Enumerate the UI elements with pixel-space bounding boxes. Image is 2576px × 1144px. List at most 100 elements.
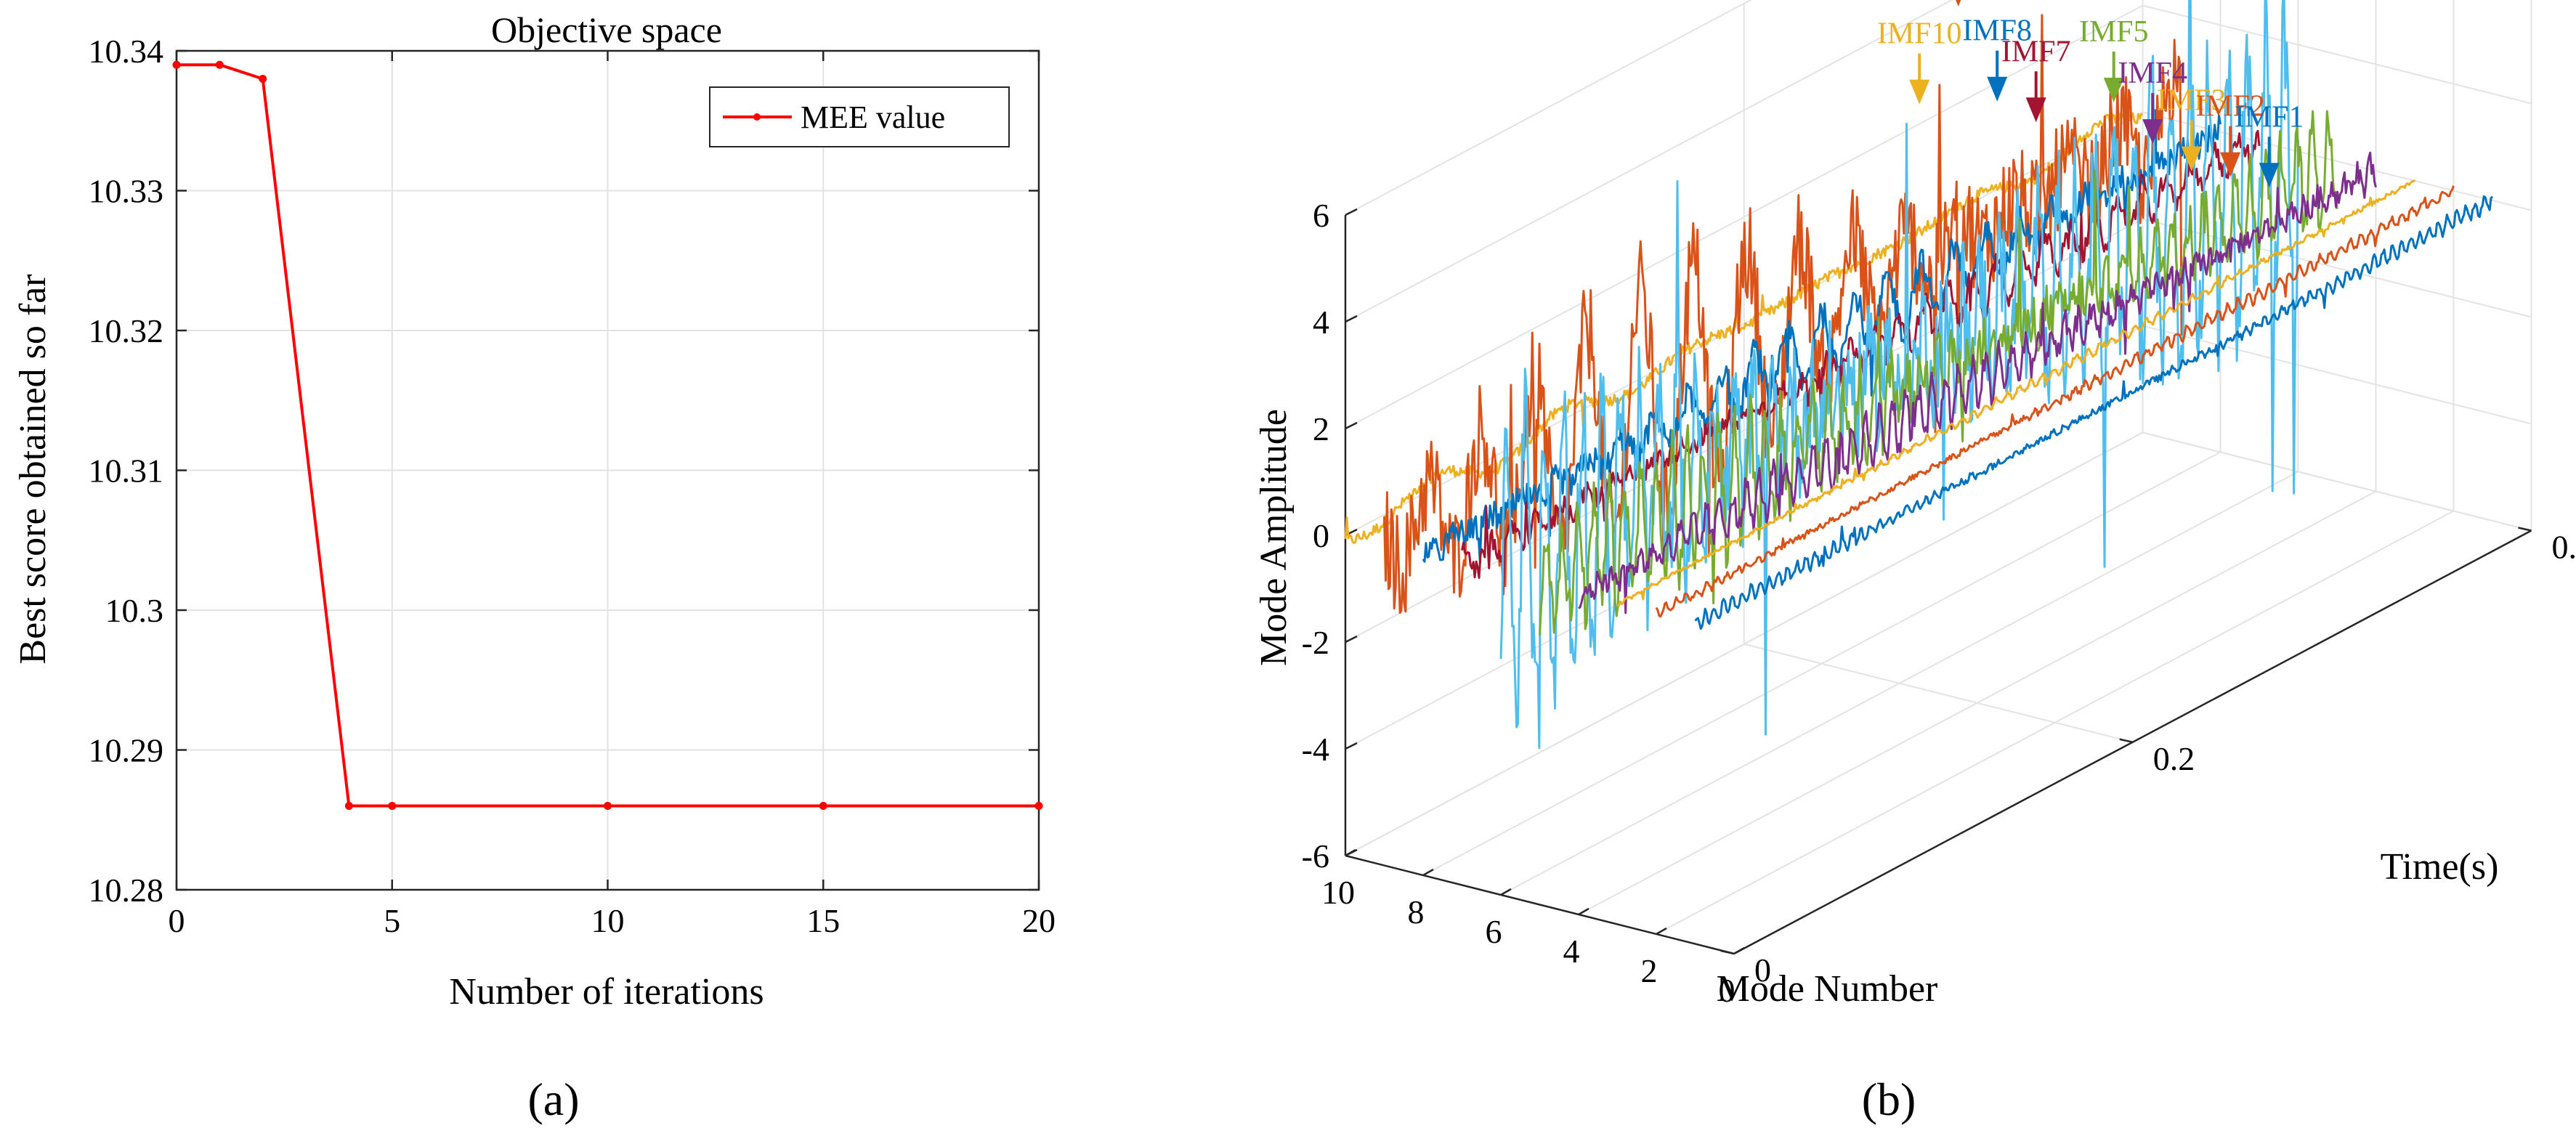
b-xtick-2 (1500, 888, 1512, 896)
b-series-line-imf6 (1499, 0, 2299, 750)
a-ytick-label-5: 10.33 (89, 173, 164, 210)
b-xtick-label-2: 6 (1486, 913, 1502, 950)
b-y-tick-labels: 0 0.2 0.4 (1754, 529, 2576, 989)
b-xtick-label-1: 8 (1408, 893, 1425, 930)
b-xtick-5 (1733, 946, 1745, 955)
a-series-layer (172, 60, 1043, 810)
a-series-point-2 (259, 75, 267, 83)
a-gridlines (176, 50, 1040, 891)
b-x-axis-label: Mode Number (1717, 968, 1938, 1010)
a-ytick-label-3: 10.31 (89, 453, 164, 490)
b-arrow-head-imf5 (2103, 78, 2124, 103)
a-y-axis-label: Best score obtained so far (12, 274, 54, 664)
a-series-point-4 (388, 802, 397, 810)
b-arrow-head-imf1 (2259, 163, 2280, 188)
b-ztick-label-2: 2 (1313, 410, 1329, 447)
panel-label-b: (b) (1862, 1074, 1916, 1125)
b-label-group-imf5: IMF5 (2079, 15, 2149, 103)
panel-b-imf-3d-chart: IMF10IMF9IMF8IMF7IMF6IMF5IMF4IMF3IMF2IMF… (1253, 0, 2576, 1125)
a-legend-marker (753, 113, 761, 121)
b-z-axis-label: Mode Amplitude (1253, 409, 1295, 666)
a-ytick-label-4: 10.32 (89, 312, 164, 349)
panel-label-a: (a) (527, 1074, 579, 1125)
b-label-group-imf8: IMF8 (1962, 15, 2032, 102)
b-series-line-imf8 (1422, 109, 2221, 564)
a-x-tick-labels: 0 5 10 15 20 (169, 902, 1056, 939)
b-series-line-imf1 (1694, 195, 2494, 630)
b-label-imf3: IMF3 (2157, 84, 2227, 118)
a-ytick-label-2: 10.3 (105, 592, 164, 629)
b-imf-labels: IMF10IMF9IMF8IMF7IMF6IMF5IMF4IMF3IMF2IMF… (1877, 0, 2304, 188)
b-axis-mode (1345, 854, 1735, 955)
b-series-line-imf9 (1383, 14, 2183, 614)
b-arrow-head-imf8 (1987, 76, 2008, 102)
b-xtick-label-3: 4 (1563, 933, 1580, 970)
b-series-line-imf3 (1617, 179, 2416, 607)
b-y-axis-label: Time(s) (2381, 846, 2499, 888)
a-series-point-6 (819, 802, 827, 810)
a-xtick-label-2: 10 (591, 902, 625, 939)
b-ytick-label-0: 0 (1754, 952, 1771, 989)
a-xtick-label-1: 5 (384, 902, 400, 939)
b-xtick-label-5: 0 (1719, 972, 1735, 1009)
a-series-point-5 (604, 802, 612, 810)
b-axis-lines (1344, 208, 2532, 955)
b-label-imf7: IMF7 (2001, 35, 2071, 68)
b-xtick-label-0: 10 (1321, 874, 1355, 911)
a-series-point-3 (344, 802, 353, 810)
panel-a-objective-chart: 0 5 10 15 20 10.2810.2910.310.3110.3210.3310… (12, 9, 1056, 1125)
b-xtick-3 (1578, 907, 1589, 916)
b-grid-back-z-3 (2142, 111, 2532, 211)
b-series-line-imf5 (1539, 110, 2338, 636)
b-xtick-4 (1656, 927, 1667, 936)
b-arrow-head-imf4 (2142, 119, 2163, 145)
b-ztick-label-4: -2 (1302, 624, 1329, 661)
b-ytick-2 (2518, 527, 2532, 532)
b-label-imf8: IMF8 (1962, 15, 2032, 48)
b-label-imf5: IMF5 (2079, 15, 2149, 49)
a-legend: MEE value (709, 86, 1010, 147)
b-ztick-2 (1345, 421, 1358, 430)
a-chart-title: Objective space (491, 9, 722, 50)
b-ztick-5 (1345, 742, 1358, 750)
b-label-group-imf3: IMF3 (2157, 84, 2227, 171)
b-z-tick-labels: 6 4 2 0 -2 -4 -6 (1302, 197, 1329, 875)
b-xtick-1 (1422, 868, 1434, 877)
b-ztick-label-5: -4 (1302, 731, 1329, 768)
a-xtick-label-0: 0 (169, 902, 185, 939)
b-ytick-label-1: 0.2 (2153, 740, 2195, 777)
b-ytick-0 (1720, 949, 1735, 955)
b-label-imf1: IMF1 (2235, 100, 2304, 134)
b-grid-floor-t-2 (2142, 431, 2532, 532)
b-label-group-imf10: IMF10 (1877, 17, 1962, 105)
b-xtick-label-4: 2 (1641, 952, 1658, 989)
b-grid-back-z-5 (2142, 325, 2532, 425)
a-tick-marks (175, 49, 1040, 891)
b-label-group-imf4: IMF4 (2118, 57, 2187, 145)
b-grid-floor-t-1 (1743, 643, 2133, 743)
a-ytick-label-1: 10.29 (89, 732, 164, 769)
a-series-point-0 (172, 60, 181, 69)
b-ytick-1 (2119, 738, 2134, 743)
b-label-imf10: IMF10 (1877, 17, 1962, 51)
b-label-group-imf7: IMF7 (2001, 35, 2071, 123)
b-ztick-0 (1345, 208, 1358, 216)
b-arrow-head-imf9 (1956, 0, 1961, 7)
b-xtick-0 (1345, 848, 1356, 857)
a-legend-label: MEE value (801, 100, 945, 135)
a-series-point-7 (1034, 802, 1043, 810)
b-arrow-head-imf7 (2025, 97, 2046, 123)
b-label-group-imf9: IMF9 (1956, 0, 1961, 7)
b-ztick-label-0: 6 (1313, 197, 1329, 234)
b-ytick-label-2: 0.4 (2552, 529, 2576, 566)
b-grid-back-z-2 (2142, 4, 2532, 105)
b-series-layer (1344, 0, 2494, 750)
a-ytick-label-6: 10.34 (89, 33, 164, 70)
b-label-imf4: IMF4 (2118, 57, 2187, 90)
b-ztick-4 (1345, 635, 1358, 644)
a-y-tick-labels: 10.28 10.29 10.3 10.31 10.32 10.33 10.34 (89, 33, 164, 909)
b-x-tick-labels: 10 8 6 4 2 0 (1321, 874, 1735, 1009)
a-series-point-1 (215, 60, 224, 69)
b-ztick-label-3: 0 (1313, 517, 1329, 554)
